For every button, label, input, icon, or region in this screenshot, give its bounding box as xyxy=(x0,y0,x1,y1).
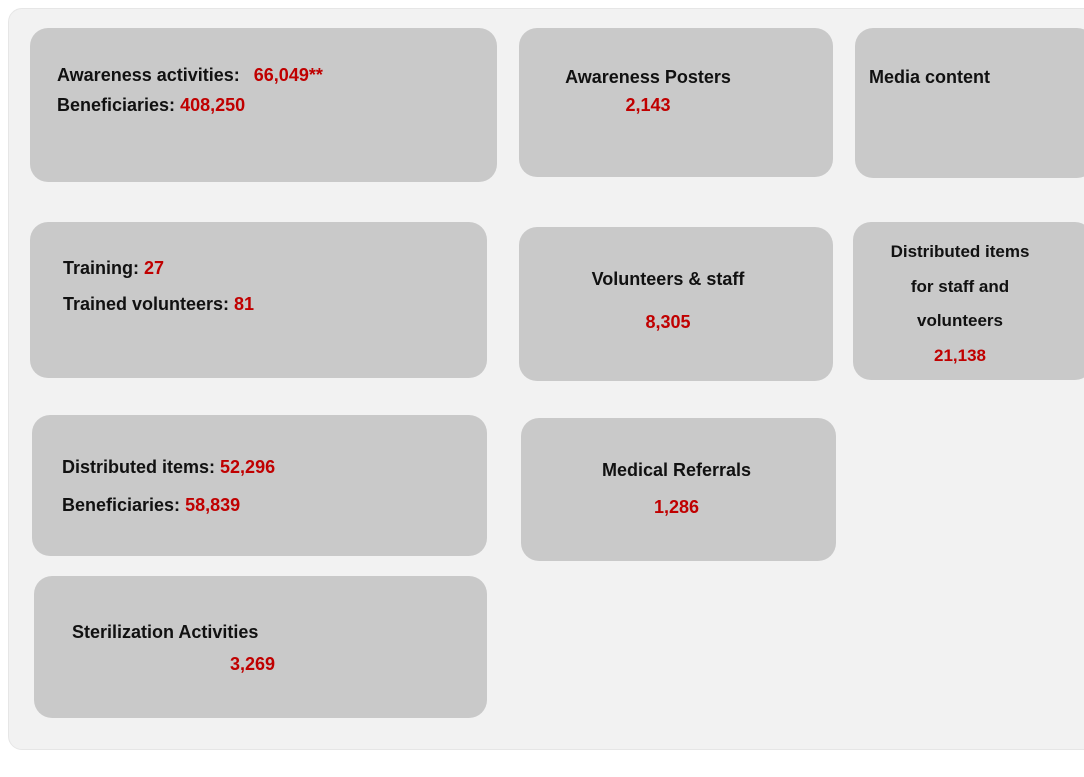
stat-line: Distributed items xyxy=(853,235,1067,270)
stat-line: Awareness activities: 66,049** xyxy=(57,60,497,90)
stat-card: Awareness activities: 66,049** Beneficiari… xyxy=(30,28,497,182)
stat-value: 1,286 xyxy=(653,497,700,517)
stat-value: 2,143 xyxy=(625,95,671,115)
stat-label: Awareness activities: xyxy=(57,65,240,85)
stat-card: Distributed items for staff and volunteers… xyxy=(853,222,1084,380)
stat-line: 1,286 xyxy=(521,489,832,526)
stat-value: 8,305 xyxy=(645,312,691,332)
stat-card: Awareness Posters 2,143 xyxy=(519,28,833,177)
stat-value: 52,296 xyxy=(220,457,276,477)
stat-card: Media content xyxy=(855,28,1084,178)
stat-line: 8,305 xyxy=(519,301,817,344)
stat-card: Training: 27 Trained volunteers: 81 xyxy=(30,222,487,378)
stat-label: Awareness Posters xyxy=(565,67,731,87)
stat-label: Sterilization Activities xyxy=(72,622,259,642)
stat-line: Distributed items: 52,296 xyxy=(62,448,487,486)
stat-label: Trained volunteers: xyxy=(63,294,230,314)
stat-value: 21,138 xyxy=(934,345,986,365)
stat-line: for staff and xyxy=(853,270,1067,305)
stat-label: Distributed items xyxy=(890,242,1030,261)
stat-line: Training: 27 xyxy=(63,250,487,286)
stat-line: Medical Referrals xyxy=(521,452,832,489)
stat-value: 408,250 xyxy=(180,95,246,115)
stat-card: Volunteers & staff 8,305 xyxy=(519,227,833,381)
stat-label: volunteers xyxy=(917,311,1003,330)
stat-line: Awareness Posters xyxy=(519,63,777,91)
stat-line: Sterilization Activities xyxy=(72,616,487,648)
stat-card: Distributed items: 52,296 Beneficiaries: 58… xyxy=(32,415,487,556)
stat-line: 2,143 xyxy=(519,91,777,119)
stat-line: Beneficiaries: 58,839 xyxy=(62,486,487,524)
stat-label: Training: xyxy=(63,258,139,278)
stat-value: 58,839 xyxy=(185,495,241,515)
stat-label: Distributed items: xyxy=(62,457,216,477)
stat-line: Beneficiaries: 408,250 xyxy=(57,90,497,120)
stat-line: Volunteers & staff xyxy=(519,258,817,301)
stat-value: 27 xyxy=(144,258,165,278)
stat-value: 3,269 xyxy=(230,654,276,674)
stat-value: 66,049** xyxy=(253,65,323,85)
stat-label: Volunteers & staff xyxy=(591,269,745,289)
stat-line: 3,269 xyxy=(72,648,487,680)
stat-card: Medical Referrals 1,286 xyxy=(521,418,836,561)
stat-label: Media content xyxy=(869,67,991,87)
stat-label: for staff and xyxy=(910,276,1010,296)
stat-line: Media content xyxy=(869,63,1084,91)
stat-line: volunteers xyxy=(853,304,1067,339)
stat-label: Beneficiaries: xyxy=(57,95,176,115)
stat-label: Beneficiaries: xyxy=(62,495,181,515)
stat-card: Sterilization Activities 3,269 xyxy=(34,576,487,718)
stat-label: Medical Referrals xyxy=(601,460,752,480)
stat-line: 21,138 xyxy=(853,339,1067,374)
stat-value: 81 xyxy=(234,294,255,314)
stat-line: Trained volunteers: 81 xyxy=(63,286,487,322)
